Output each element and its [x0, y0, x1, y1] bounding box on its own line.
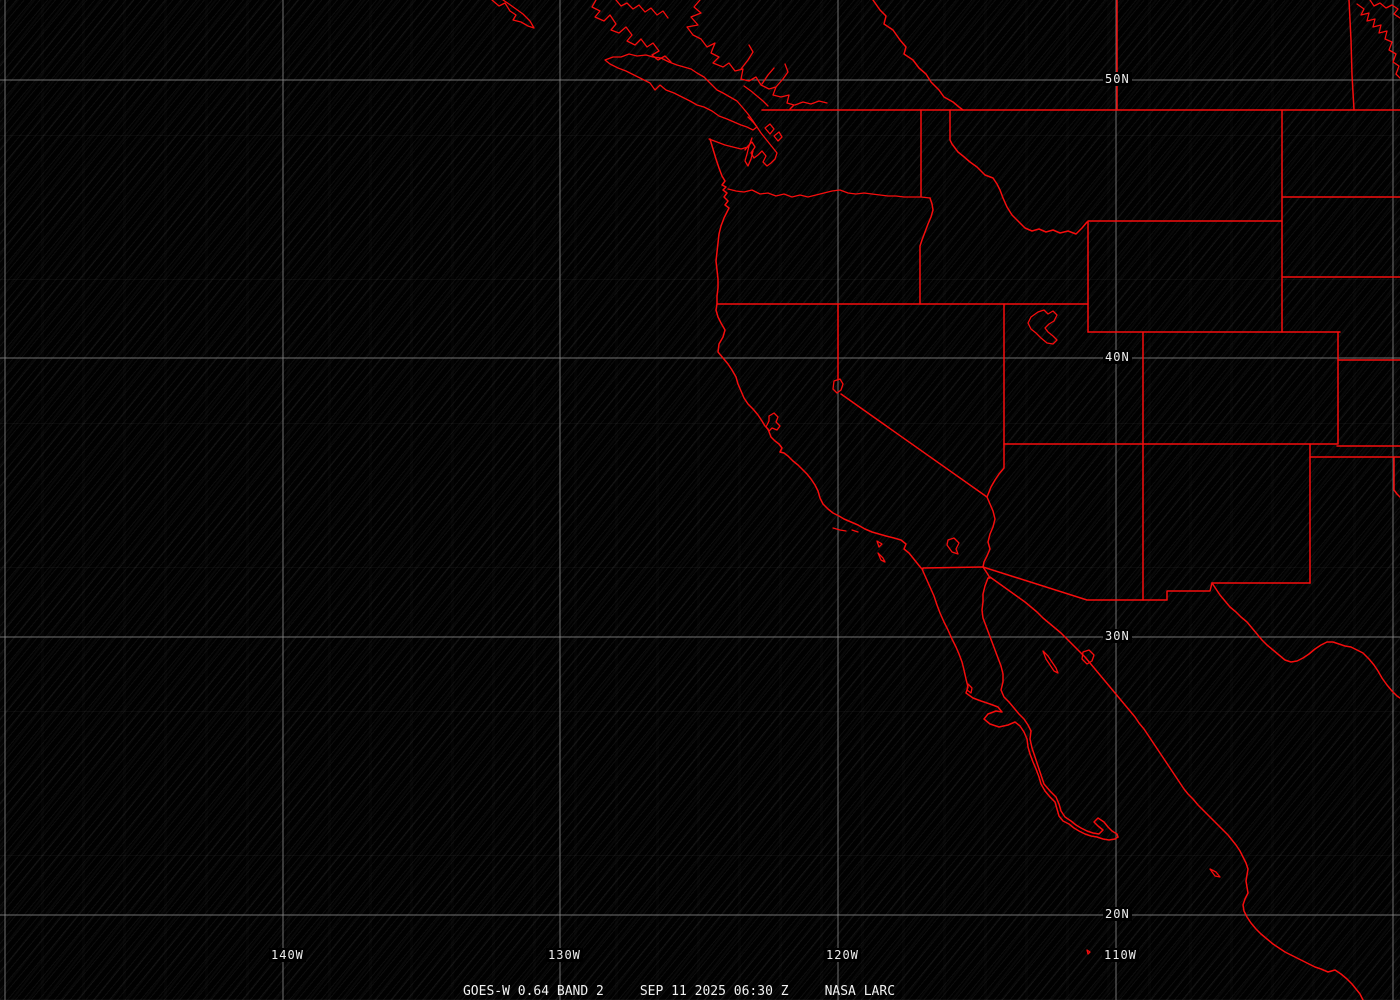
monterey-bay-notch [778, 443, 785, 454]
longitude-label-120W: 120W [824, 948, 861, 962]
strait-juan-de-fuca-south-shore [708, 138, 749, 150]
bainbridge-island [773, 131, 783, 142]
fjord-inlet-1 [740, 44, 754, 70]
isla-tiburon [1081, 649, 1095, 665]
border-az-nm-sonora [982, 566, 1213, 601]
puget-sound [744, 116, 778, 167]
lake-tahoe [832, 378, 844, 394]
texada-island [743, 85, 769, 107]
caption-source: NASA LARC [824, 984, 896, 999]
saskatchewan-river-squiggle [1369, 0, 1400, 19]
snake-river-or-id [919, 197, 934, 305]
fjord-inlet-3 [775, 63, 789, 88]
channel-islands-1 [832, 527, 847, 532]
latitude-label-20N: 20N [1103, 907, 1132, 921]
san-clemente-island [877, 552, 886, 563]
image-caption: GOES-W 0.64 BAND 2 SEP 11 2025 06:30 Z N… [463, 984, 895, 999]
channel-islands-2 [851, 529, 859, 533]
island-off-san-diego [946, 537, 960, 555]
isla-angel-de-la-guarda [1042, 650, 1059, 674]
rio-grande [1211, 582, 1400, 699]
caption-timestamp: SEP 11 2025 06:30 Z [639, 984, 789, 999]
lake-diefenbaker-squiggle [1356, 3, 1400, 79]
santa-catalina-island [876, 540, 883, 548]
islas-marias [1209, 868, 1221, 878]
coastline-haida-gwaii [491, 0, 535, 29]
isla-cedros [966, 683, 973, 694]
caption-product: GOES-W 0.64 BAND 2 [462, 984, 604, 999]
latitude-label-50N: 50N [1103, 72, 1132, 86]
longitude-label-110W: 110W [1102, 948, 1139, 962]
longitude-label-130W: 130W [546, 948, 583, 962]
isla-socorro [1086, 949, 1091, 955]
latitude-label-30N: 30N [1103, 629, 1132, 643]
san-francisco-bay [765, 412, 781, 432]
hood-canal [744, 137, 754, 167]
whidbey-island [764, 123, 775, 135]
border-id-mt [949, 109, 1088, 235]
coastline-sonora-sinaloa [989, 576, 1364, 1000]
coastline-baja-pacific [921, 568, 1119, 841]
fjord-inlet-2 [761, 67, 775, 85]
great-salt-lake [1027, 309, 1058, 345]
border-nv-az-colorado-river [982, 443, 1005, 568]
coastline-pacific-wa-or-ca [709, 138, 924, 570]
coastline-vancouver-island [604, 53, 758, 131]
fraser-river-squiggle [794, 100, 828, 106]
latitude-label-40N: 40N [1103, 350, 1132, 364]
border-tx-ok-100w [1393, 456, 1400, 498]
coastline-baja-gulf [981, 566, 1119, 838]
coastline-bc-mainland [686, 0, 795, 110]
longitude-label-140W: 140W [269, 948, 306, 962]
map-outline-layer [491, 0, 1400, 1000]
border-us-mexico-ca [922, 566, 984, 569]
coastline-bc-inlets [615, 0, 669, 19]
coastline-bc-islands [591, 0, 672, 63]
columbia-river-wa-or [727, 188, 931, 199]
border-bc-alberta [872, 0, 964, 111]
border-saskatchewan-manitoba [1348, 0, 1355, 111]
border-ca-nv-diagonal [840, 393, 988, 498]
